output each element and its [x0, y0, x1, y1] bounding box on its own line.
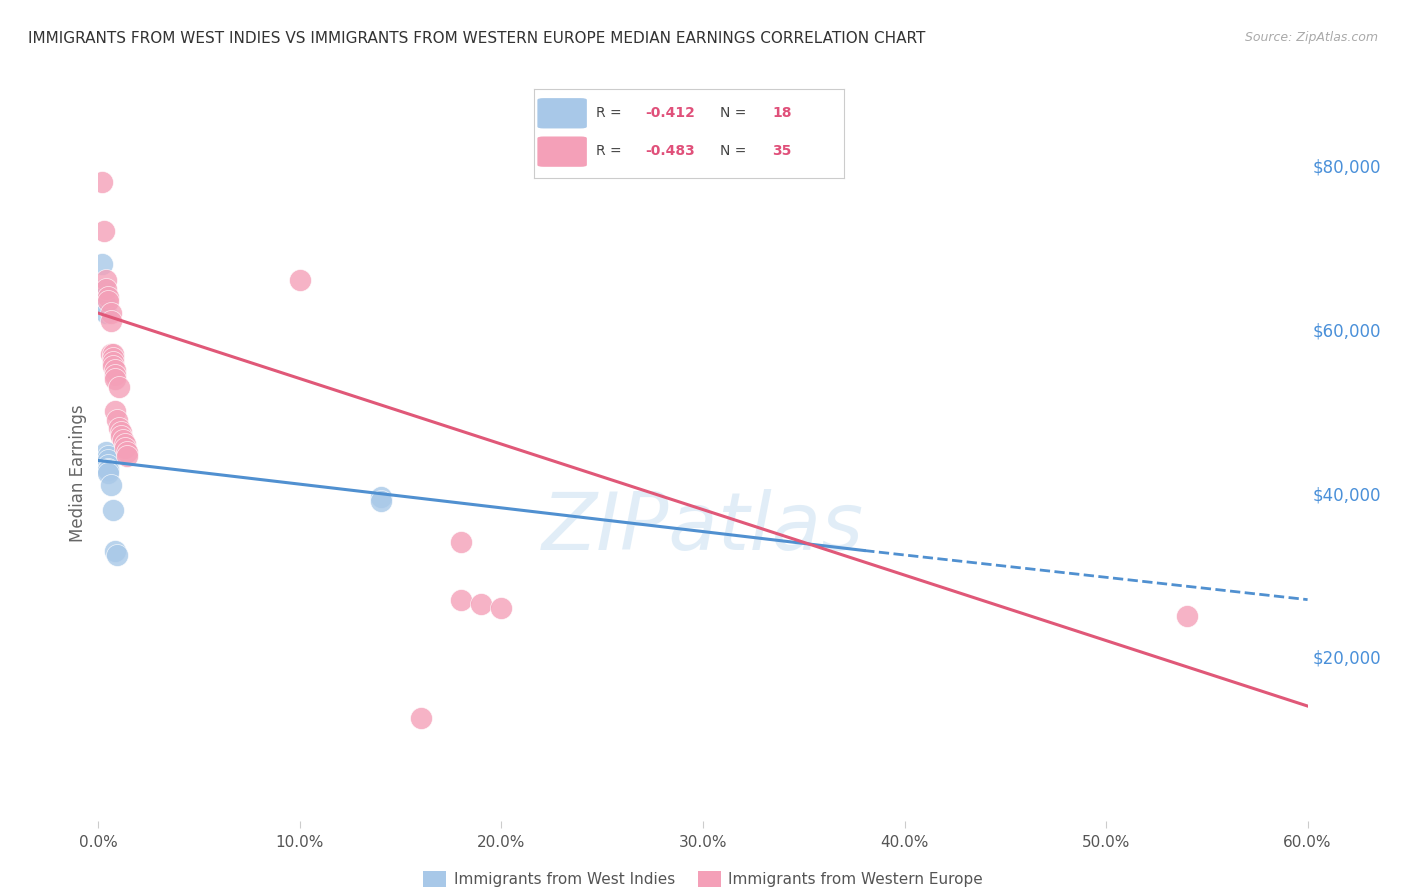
Text: 35: 35 [772, 144, 792, 158]
Point [103, 368, 125, 382]
Legend: Immigrants from West Indies, Immigrants from Western Europe: Immigrants from West Indies, Immigrants … [416, 865, 990, 892]
Point [97, 290, 120, 304]
Text: N =: N = [720, 106, 751, 120]
Point [101, 355, 124, 369]
Y-axis label: Median Earnings: Median Earnings [69, 404, 87, 541]
Point [101, 502, 124, 516]
Point [115, 450, 138, 464]
Point [97, 458, 120, 472]
Point [101, 351, 124, 366]
Point [107, 380, 129, 394]
Point [110, 425, 132, 439]
Point [91, 257, 114, 271]
Point [103, 543, 125, 558]
Text: N =: N = [720, 144, 751, 158]
FancyBboxPatch shape [537, 136, 586, 167]
Point [91, 175, 114, 189]
Text: R =: R = [596, 144, 626, 158]
Point [103, 371, 125, 385]
Text: 18: 18 [772, 106, 792, 120]
Point [101, 347, 124, 361]
Point [105, 548, 128, 562]
Point [97, 466, 120, 480]
Text: Source: ZipAtlas.com: Source: ZipAtlas.com [1244, 31, 1378, 45]
Point [100, 478, 122, 492]
Point [114, 437, 136, 451]
Point [115, 445, 138, 459]
Point [100, 347, 122, 361]
Text: -0.412: -0.412 [645, 106, 696, 120]
Point [97, 293, 120, 308]
Point [100, 314, 122, 328]
Point [103, 363, 125, 377]
Point [288, 273, 311, 287]
Point [100, 306, 122, 320]
Point [450, 535, 472, 549]
Point [93, 224, 115, 238]
Point [97, 461, 120, 475]
Point [97, 463, 120, 477]
Point [370, 494, 392, 508]
Point [96, 306, 118, 320]
Point [96, 282, 118, 296]
Point [107, 421, 129, 435]
Point [470, 597, 492, 611]
FancyBboxPatch shape [537, 98, 586, 128]
Point [105, 412, 128, 426]
Point [103, 404, 125, 418]
Point [110, 429, 132, 443]
Point [101, 359, 124, 374]
Point [409, 711, 432, 725]
Point [370, 491, 392, 505]
Point [93, 282, 115, 296]
Point [111, 433, 134, 447]
Point [114, 441, 136, 455]
Text: R =: R = [596, 106, 626, 120]
Point [96, 273, 118, 287]
Text: ZIPatlas: ZIPatlas [541, 490, 865, 567]
Text: IMMIGRANTS FROM WEST INDIES VS IMMIGRANTS FROM WESTERN EUROPE MEDIAN EARNINGS CO: IMMIGRANTS FROM WEST INDIES VS IMMIGRANT… [28, 31, 925, 46]
Point [97, 450, 120, 464]
Point [450, 592, 472, 607]
Text: -0.483: -0.483 [645, 144, 696, 158]
Point [97, 453, 120, 467]
Point [1175, 609, 1198, 624]
Point [93, 290, 115, 304]
Point [96, 445, 118, 459]
Point [491, 600, 513, 615]
Point [96, 298, 118, 312]
